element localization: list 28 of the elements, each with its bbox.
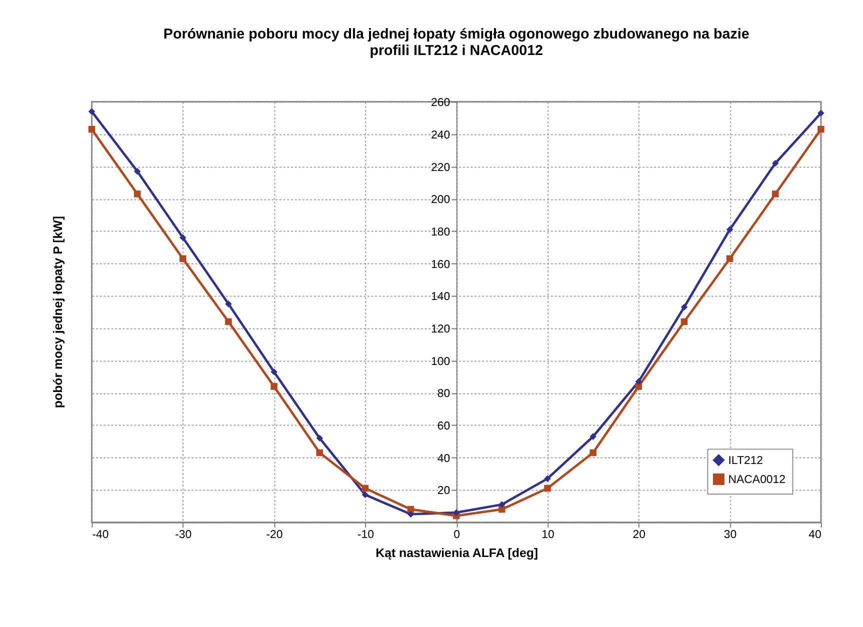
y-tick-label: 20 — [437, 485, 450, 498]
legend-label: NACA0012 — [728, 474, 786, 486]
y-tick-label: 260 — [431, 97, 450, 110]
legend-label: ILT212 — [728, 454, 764, 467]
y-tick-label: 160 — [431, 258, 450, 271]
x-tick-label: 30 — [724, 529, 737, 542]
y-tick-label: 140 — [431, 291, 450, 304]
x-tick-label: 0 — [454, 529, 460, 542]
x-tick-label: 40 — [808, 529, 822, 542]
x-axis-title: Kąt nastawienia ALFA [deg] — [376, 546, 538, 560]
y-tick-label: 180 — [431, 226, 450, 238]
y-tick-label: 200 — [431, 194, 450, 206]
y-tick-label: 80 — [437, 388, 450, 400]
y-tick-label: 100 — [431, 356, 450, 368]
x-tick-label: -10 — [357, 529, 374, 542]
text: Porównanie poboru mocy dla jednej łopaty śmigła ogonowego zbudowanego na bazie — [163, 26, 750, 43]
y-tick-label: 60 — [437, 420, 450, 433]
x-tick-label: 20 — [632, 529, 646, 542]
x-tick-label: 10 — [542, 529, 554, 542]
y-tick-label: 240 — [431, 129, 450, 142]
y-tick-label: 40 — [437, 452, 450, 465]
x-tick-label: -30 — [175, 529, 192, 542]
y-tick-label: 120 — [431, 324, 450, 336]
x-tick-label: -40 — [92, 529, 109, 542]
y-tick-label: 220 — [431, 162, 450, 174]
y-axis-title: pobór mocy jednej łopaty P [kW] — [51, 216, 66, 408]
x-tick-label: -20 — [266, 529, 283, 542]
text: profili ILT212 i NACA0012 — [370, 42, 544, 59]
